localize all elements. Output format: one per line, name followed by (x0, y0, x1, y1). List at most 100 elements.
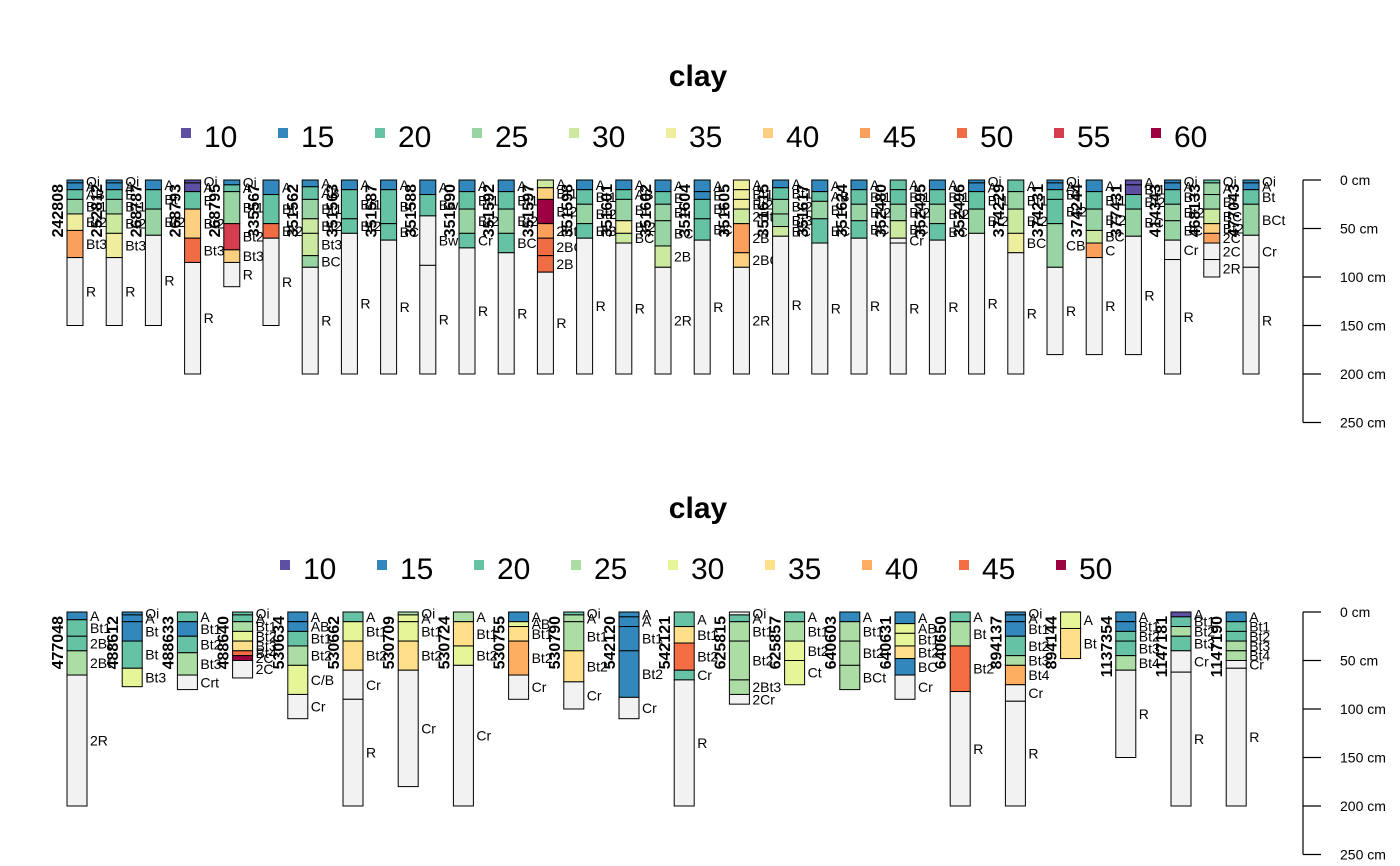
panel-1-horizon-label-374231-0: Oi (1066, 173, 1080, 189)
panel-2-horizon-label-894144-1: Bt (1084, 636, 1097, 652)
panel-2-horizon-530724-2 (452, 645, 474, 666)
panel-1-horizon-374244-4 (1085, 242, 1103, 259)
panel-2-horizon-488640-6 (232, 655, 254, 662)
panel-2-horizon-542121-4 (673, 679, 695, 807)
panel-1-horizon-351598-2 (576, 203, 594, 225)
panel-1-horizon-label-414343-3: Bt2 (1184, 204, 1205, 220)
panel-2-horizon-label-530724-1: Bt1 (476, 626, 497, 642)
panel-1-horizon-268793-4 (184, 237, 202, 263)
panel-1-horizon-label-252812-1: A (125, 178, 135, 194)
panel-1-horizon-351592-1 (497, 191, 515, 210)
panel-2-horizon-label-530662-2: Bt2 (366, 648, 387, 664)
panel-2-profile-id-1137354: 1137354 (1099, 616, 1116, 678)
panel-1-horizon-351605-2 (732, 198, 750, 210)
panel-1-horizon-252812-4 (105, 213, 123, 234)
panel-1-horizon-352496-3 (968, 208, 986, 234)
panel-1-horizon-label-351587-2: BC (400, 224, 419, 240)
panel-1-horizon-label-351597-5: 2B (556, 256, 573, 272)
panel-2-horizon-625857-1 (784, 621, 806, 642)
panel-1-horizon-252812-3 (105, 198, 123, 215)
panel-1-horizon-351587-0 (380, 179, 398, 191)
panel-1-horizon-268795-2 (223, 191, 241, 225)
panel-1-horizon-label-268787-0: A (164, 177, 174, 193)
panel-2-horizon-label-477048-4: 2R (90, 733, 108, 749)
panel-2-horizon-label-1137354-3: Bt3 (1139, 640, 1160, 656)
panel-1-legend-label-40: 40 (786, 121, 819, 154)
panel-1-title: clay (669, 60, 728, 93)
panel-1-horizon-351597-5 (536, 255, 554, 273)
panel-1-horizon-label-351624-2: Bt2 (870, 204, 891, 220)
panel-1-horizon-label-351617-2: Bt (831, 202, 844, 218)
panel-2-horizon-640650-0 (949, 611, 971, 623)
panel-1-horizon-label-351592-3: BC (517, 235, 536, 251)
panel-2-horizon-894137-2 (1004, 621, 1026, 637)
panel-1-horizon-label-414343-1: A (1184, 178, 1194, 194)
panel-2-legend-label-50: 50 (1079, 553, 1112, 586)
panel-1-horizon-label-352495-3: BC (948, 224, 967, 240)
panel-1-profile-id-351602: 351602 (638, 184, 655, 237)
panel-1-horizon-label-414343-0: Oi (1184, 173, 1198, 189)
panel-2-legend-swatch-45 (959, 560, 969, 570)
panel-1-depth-tick-label-0: 0 cm (1340, 172, 1370, 188)
panel-1-horizon-label-351588-2: Bw (439, 233, 459, 249)
panel-1-horizon-351598-4 (576, 237, 594, 375)
panel-2-horizon-label-530755-3: Bt2 (532, 650, 553, 666)
panel-2-horizon-488633-0 (176, 611, 198, 623)
panel-2-horizon-1147181-4 (1170, 650, 1192, 673)
panel-2-horizon-530724-1 (452, 621, 474, 647)
panel-2-horizon-label-625815-1: A (752, 610, 762, 626)
panel-1-profile-id-351601: 351601 (599, 184, 616, 237)
panel-1-horizon-label-351617-3: BC (831, 223, 850, 239)
panel-2-horizon-1137354-1 (1115, 621, 1137, 632)
panel-1-horizon-label-477043-3: BCt (1262, 212, 1285, 228)
panel-2-horizon-530709-4 (397, 669, 419, 788)
panel-1-horizon-label-377431-0: A (1144, 174, 1154, 190)
panel-2-horizon-label-530724-3: Cr (476, 728, 491, 744)
panel-2-horizon-530724-0 (452, 611, 474, 623)
panel-2-horizon-1147181-0 (1170, 611, 1192, 618)
panel-1-horizon-label-351592-2: Bt2 (517, 213, 538, 229)
panel-1-profile-id-468133: 468133 (1187, 184, 1204, 237)
panel-2-horizon-894137-6 (1004, 684, 1026, 702)
panel-2-horizon-477048-0 (66, 611, 88, 621)
panel-1-horizon-352496-1 (968, 182, 986, 193)
panel-1-horizon-351604-1 (693, 191, 711, 200)
panel-2-horizon-label-488640-2: Bt1 (256, 619, 277, 635)
panel-2-horizon-530662-3 (342, 669, 364, 700)
panel-1-horizon-351615-3 (772, 213, 790, 228)
panel-1-horizon-351624-3 (850, 220, 868, 239)
panel-1-horizon-477043-5 (1242, 266, 1260, 375)
panel-2-horizon-label-894137-7: R (1028, 746, 1038, 762)
panel-2-horizon-label-530755-1: AB (532, 616, 551, 632)
panel-1-horizon-label-252812-4: Bt2 (125, 216, 146, 232)
panel-1-horizon-label-268795-4: Bt3 (243, 248, 264, 264)
panel-2-horizon-1137354-2 (1115, 630, 1137, 642)
panel-2-depth-tick-label-100: 100 cm (1340, 701, 1386, 717)
panel-1-horizon-label-351615-3: Bt3 (792, 212, 813, 228)
panel-2-horizon-label-477048-1: Bt1 (90, 620, 111, 636)
panel-2-legend-label-25: 25 (594, 553, 627, 586)
panel-1-horizon-351601-5 (615, 242, 633, 375)
panel-2-horizon-530634-0 (287, 611, 309, 623)
panel-1-horizon-352480-0 (889, 179, 907, 191)
panel-1-horizon-label-351598-2: Bt2 (596, 206, 617, 222)
panel-1-horizon-351602-3 (654, 220, 672, 247)
panel-1-horizon-242808-2 (66, 189, 84, 200)
panel-1-legend-swatch-15 (278, 128, 288, 138)
panel-2-horizon-625815-4 (728, 679, 750, 695)
panel-2-horizon-label-530724-0: A (476, 609, 486, 625)
panel-1-horizon-label-351563-3: R (360, 296, 370, 312)
panel-1-horizon-label-374231-5: R (1066, 303, 1076, 319)
panel-1-horizon-label-352495-4: R (948, 299, 958, 315)
panel-1-horizon-468133-1 (1203, 182, 1221, 196)
panel-1-horizon-label-351602-1: E (674, 190, 683, 206)
panel-1-horizon-414343-5 (1164, 239, 1182, 261)
panel-1-horizon-351615-4 (772, 226, 790, 237)
panel-1-horizon-label-268787-3: R (164, 272, 174, 288)
panel-1-legend-swatch-20 (375, 128, 385, 138)
panel-2-horizon-477048-4 (66, 674, 88, 807)
panel-2-horizon-640650-3 (949, 691, 971, 807)
panel-2-horizon-542121-1 (673, 626, 695, 644)
panel-1-horizon-label-377431-1: Bt1 (1144, 182, 1165, 198)
panel-1-horizon-label-268795-5: R (243, 267, 253, 283)
